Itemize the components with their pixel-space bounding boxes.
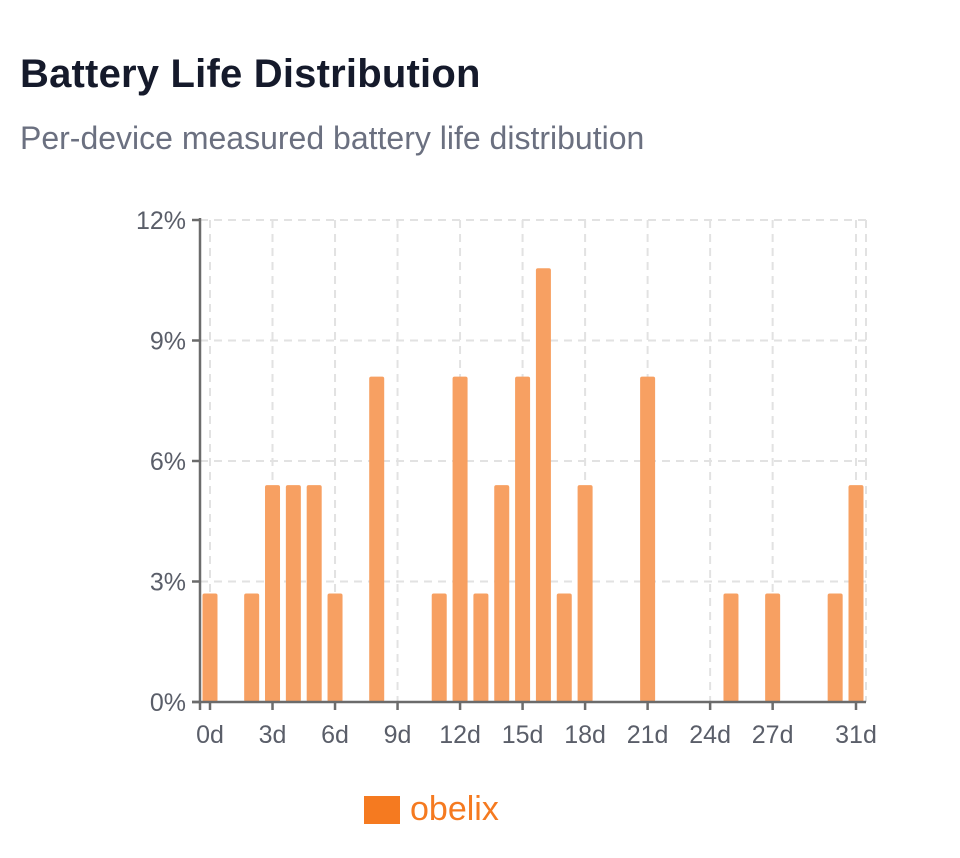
y-tick-label-1: 3% [150,569,186,597]
chart-title: Battery Life Distribution [20,52,481,96]
x-tick-label-2: 6d [321,721,349,749]
y-tick-label-4: 12% [136,207,186,235]
x-tick-label-0: 0d [196,721,224,749]
y-tick-label-0: 0% [150,689,186,717]
bar-30d [827,593,843,702]
x-tick-label-5: 15d [502,721,544,749]
bar-17d [556,593,572,702]
legend-label-obelix: obelix [410,790,499,828]
bar-14d [494,485,510,702]
bar-21d [640,376,656,702]
bar-25d [723,593,739,702]
x-tick-label-7: 21d [627,721,669,749]
legend: obelix [364,790,499,829]
bar-12d [452,376,468,702]
legend-swatch [364,795,400,824]
x-tick-label-9: 27d [752,721,794,749]
bar-3d [265,485,281,702]
x-tick-label-4: 12d [439,721,481,749]
x-tick-label-1: 3d [259,721,287,749]
bar-11d [431,593,447,702]
x-tick-label-8: 24d [689,721,731,749]
x-tick-label-3: 9d [384,721,412,749]
axes [192,218,866,710]
bar-27d [765,593,781,702]
bar-16d [535,268,551,702]
bars [202,268,864,702]
bar-0d [202,593,218,702]
bar-8d [369,376,385,702]
bar-18d [577,485,593,702]
bar-31d [848,485,864,702]
bar-2d [244,593,260,702]
tick-labels: 0% 3% 6% 9% 12% 0d 3d 6d 9d 12d 15d 18d 21d 24d 27d 31d [136,207,877,749]
bar-4d [285,485,301,702]
bar-15d [515,376,531,702]
x-tick-label-10: 31d [835,721,877,749]
bar-5d [306,485,322,702]
y-tick-label-2: 6% [150,448,186,476]
bar-6d [327,593,343,702]
y-tick-label-3: 9% [150,328,186,356]
x-tick-label-6: 18d [564,721,606,749]
bar-13d [473,593,489,702]
chart-subtitle: Per-device measured battery life distrib… [20,120,645,156]
